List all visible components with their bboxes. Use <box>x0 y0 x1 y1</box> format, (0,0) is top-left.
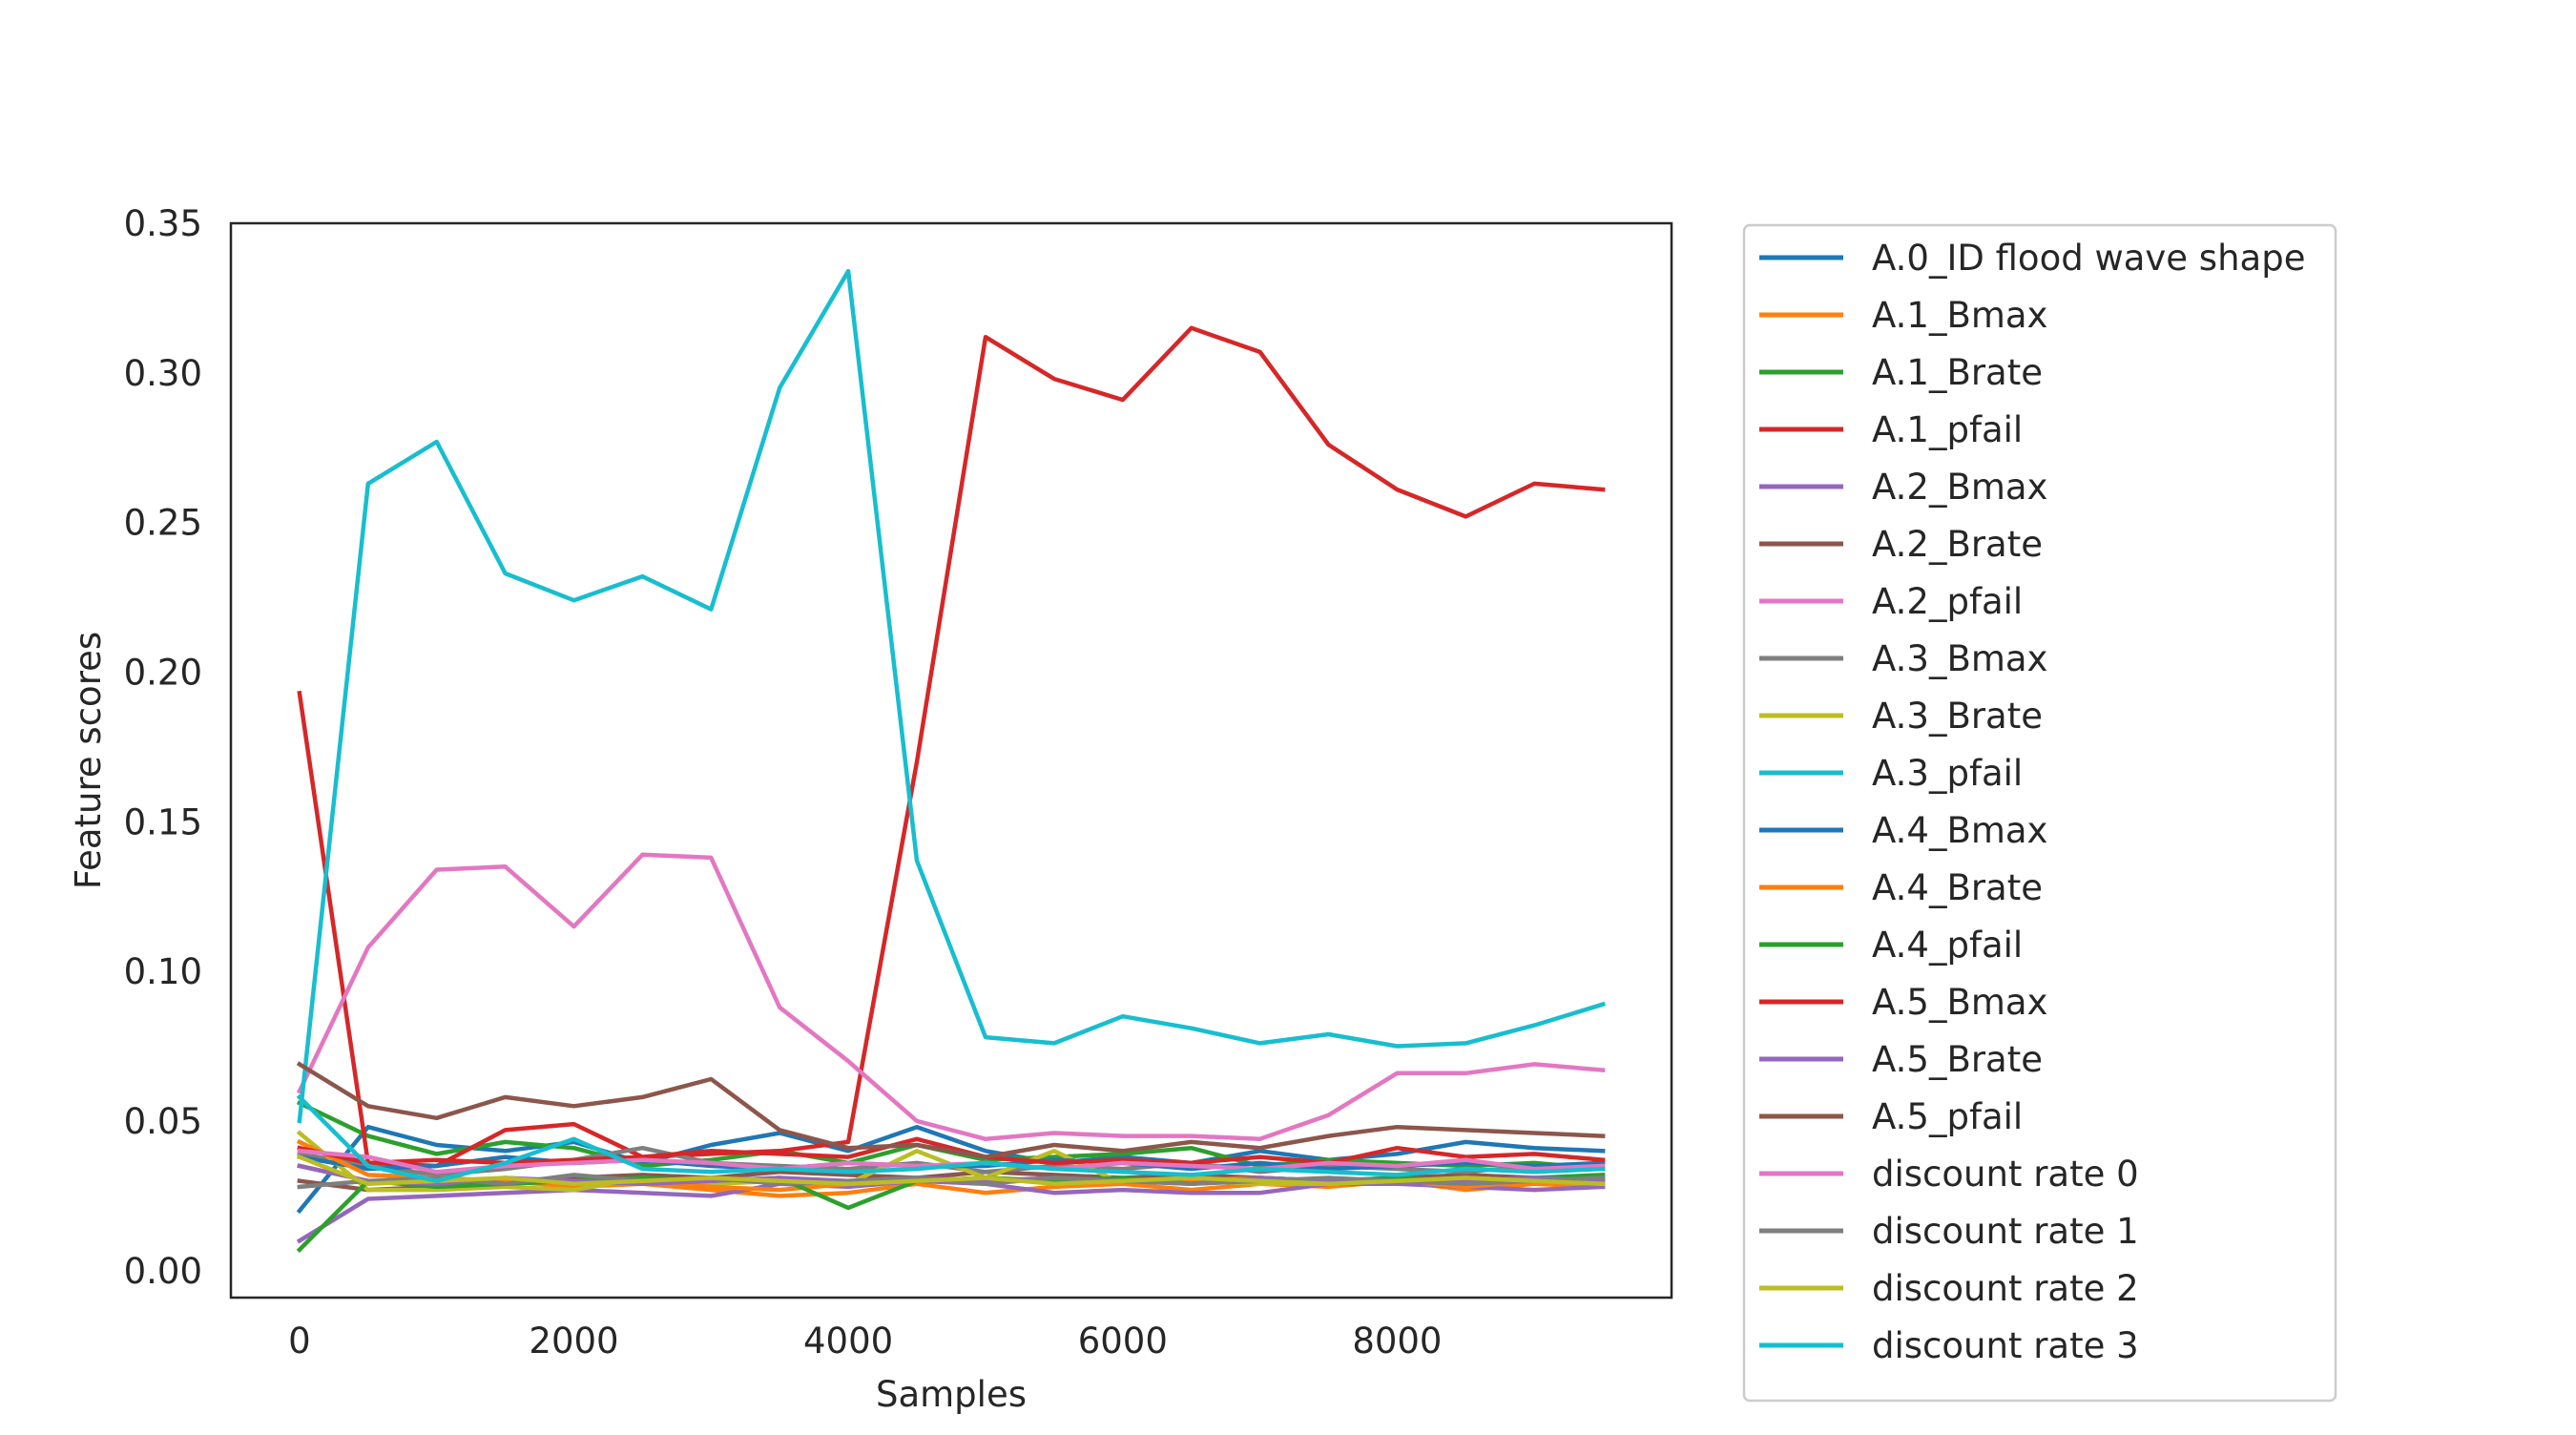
legend: A.0_ID flood wave shape A.1_Bmax A.1_Brate… <box>1742 223 2337 1403</box>
series-line-18 <box>296 1154 1606 1187</box>
y-tick-label-6: 0.30 <box>124 353 202 394</box>
y-tick-label-1: 0.05 <box>124 1101 202 1142</box>
x-tick-label-1: 2000 <box>529 1321 618 1362</box>
plot-frame <box>229 221 1673 1300</box>
series-line-0 <box>296 1124 1606 1215</box>
legend-label-16: discount rate 0 <box>1872 1154 2139 1195</box>
legend-label-18: discount rate 2 <box>1872 1268 2139 1309</box>
series-line-13 <box>297 1136 1606 1166</box>
legend-label-3: A.1_pfail <box>1872 409 2023 450</box>
legend-label-11: A.4_Brate <box>1872 867 2043 908</box>
axis-ticks: 0 2000 4000 6000 8000 0.00 0.05 0.10 0.15 0.20 0.2… <box>124 203 1443 1362</box>
legend-label-14: A.5_Brate <box>1872 1039 2043 1080</box>
legend-box <box>1742 223 2337 1403</box>
legend-label-0: A.0_ID flood wave shape <box>1872 238 2305 279</box>
series-line-9 <box>297 268 1606 1124</box>
series-line-3 <box>297 325 1606 1169</box>
legend-label-5: A.2_Brate <box>1872 524 2043 565</box>
legend-label-12: A.4_pfail <box>1872 925 2023 966</box>
x-tick-label-0: 0 <box>288 1321 311 1362</box>
legend-label-2: A.1_Brate <box>1872 352 2043 393</box>
y-tick-label-4: 0.20 <box>124 653 202 694</box>
legend-label-1: A.1_Bmax <box>1872 295 2047 336</box>
series-line-6 <box>296 852 1606 1142</box>
y-tick-label-0: 0.00 <box>124 1251 202 1292</box>
legend-label-13: A.5_Bmax <box>1872 982 2047 1023</box>
legend-label-15: A.5_pfail <box>1872 1096 2023 1137</box>
x-tick-label-2: 4000 <box>803 1321 893 1362</box>
y-tick-label-7: 0.35 <box>124 203 202 244</box>
series-line-15 <box>296 1061 1606 1159</box>
legend-label-9: A.3_pfail <box>1872 753 2023 794</box>
y-axis-label: Feature scores <box>68 632 109 889</box>
legend-label-4: A.2_Bmax <box>1872 467 2047 508</box>
legend-label-6: A.2_pfail <box>1872 581 2023 622</box>
legend-label-19: discount rate 3 <box>1872 1325 2139 1366</box>
y-tick-label-5: 0.25 <box>124 503 202 544</box>
y-tick-label-3: 0.15 <box>124 801 202 842</box>
series-lines <box>296 268 1606 1253</box>
legend-label-10: A.4_Bmax <box>1872 810 2047 851</box>
x-tick-label-3: 6000 <box>1078 1321 1168 1362</box>
legend-label-7: A.3_Bmax <box>1872 638 2047 679</box>
x-tick-label-4: 8000 <box>1352 1321 1442 1362</box>
legend-label-17: discount rate 1 <box>1872 1211 2139 1252</box>
y-tick-label-2: 0.10 <box>124 951 202 992</box>
legend-label-8: A.3_Brate <box>1872 696 2043 737</box>
series-line-19 <box>296 1093 1606 1183</box>
x-axis-label: Samples <box>876 1374 1027 1415</box>
